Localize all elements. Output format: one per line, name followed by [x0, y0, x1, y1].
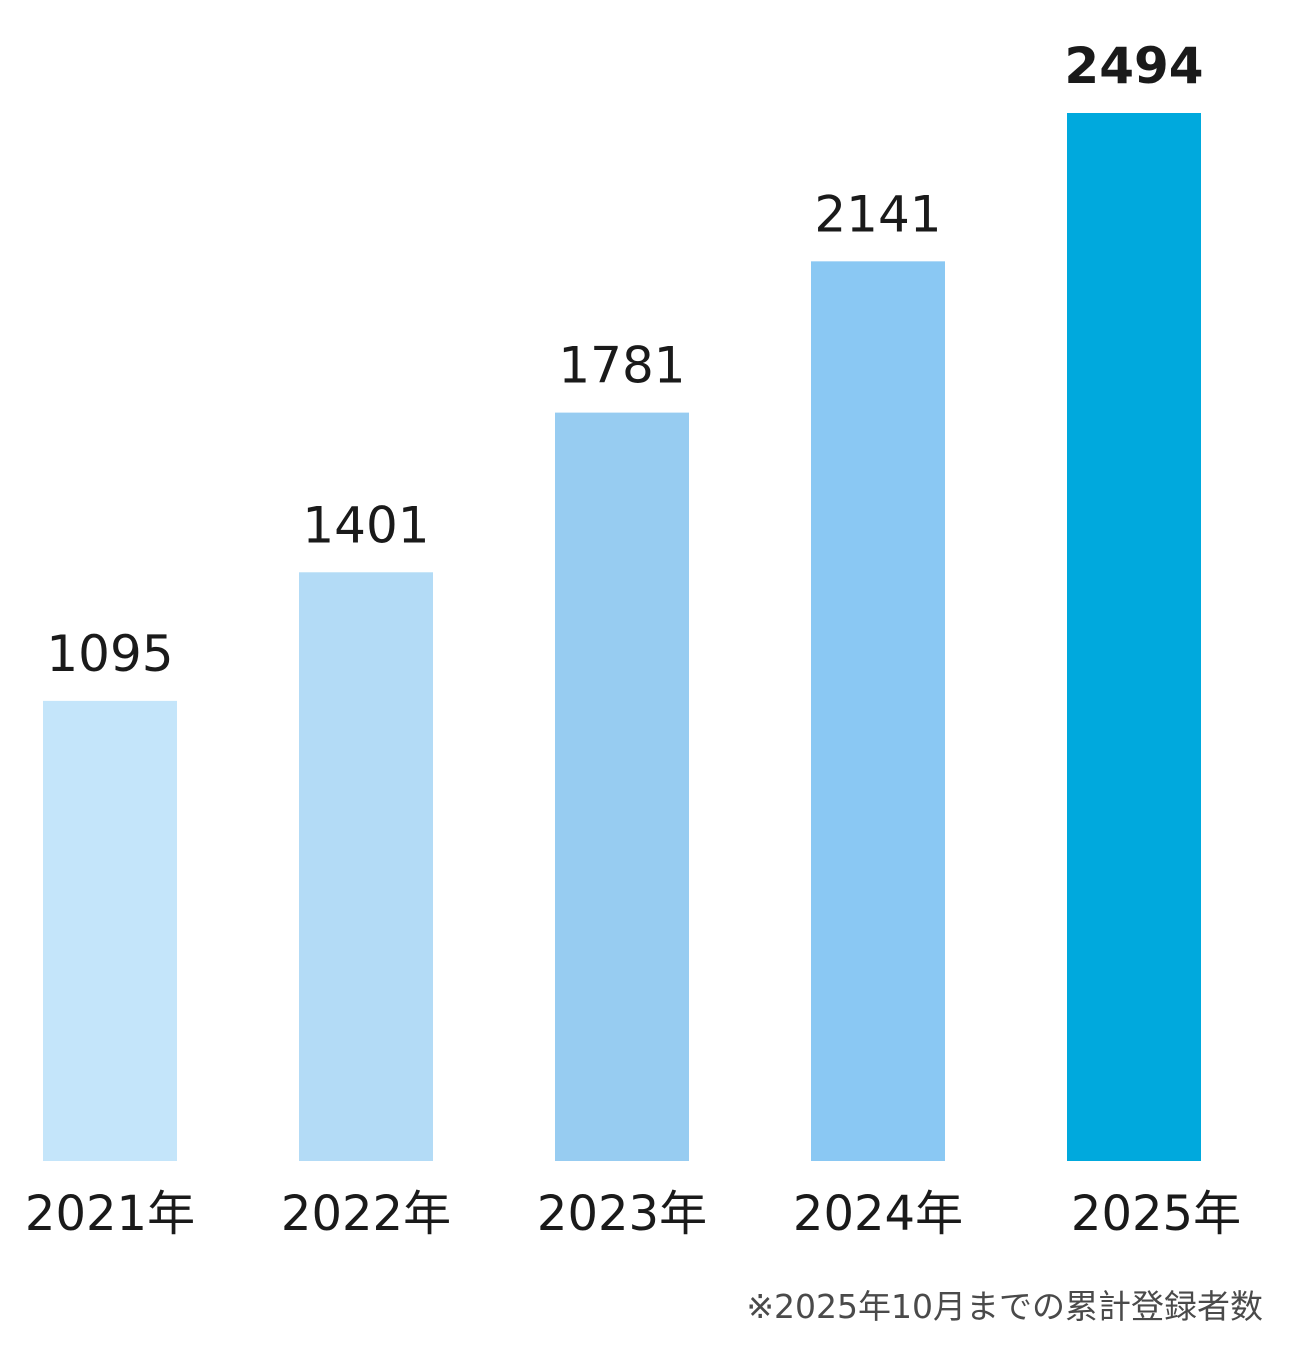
- value-label-0: 1095: [46, 625, 173, 683]
- bar-2: [555, 412, 689, 1162]
- value-label-2: 1781: [558, 337, 685, 395]
- bars-group: [43, 113, 1201, 1162]
- category-label-1: 2022年: [281, 1186, 451, 1242]
- bar-4: [1067, 113, 1201, 1161]
- bar-0: [43, 700, 177, 1161]
- value-label-3: 2141: [814, 185, 941, 243]
- category-label-0: 2021年: [25, 1186, 195, 1242]
- footnote: ※2025年10月までの累計登録者数: [746, 1287, 1263, 1326]
- value-label-1: 1401: [302, 496, 429, 554]
- bar-3: [811, 261, 945, 1161]
- category-label-4: 2025年: [1071, 1186, 1241, 1242]
- category-labels-group: 2021年 2022年 2023年 2024年 2025年: [25, 1186, 1241, 1242]
- category-label-2: 2023年: [537, 1186, 707, 1242]
- value-labels-group: 1095 1401 1781 2141 2494: [46, 37, 1203, 683]
- category-label-3: 2024年: [793, 1186, 963, 1242]
- bar-1: [299, 572, 433, 1161]
- value-label-4: 2494: [1064, 37, 1203, 95]
